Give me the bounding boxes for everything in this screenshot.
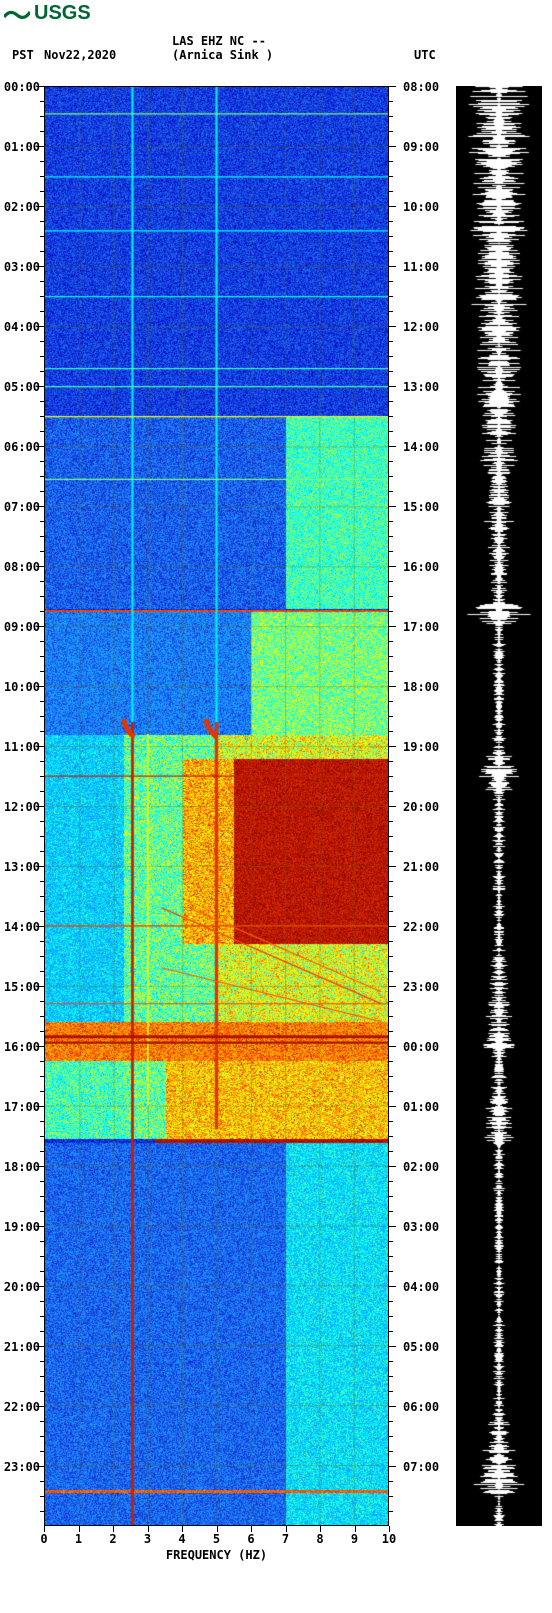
left-hour-label: 00:00	[0, 80, 40, 94]
header-date: Nov22,2020	[44, 48, 116, 62]
left-hour-label: 11:00	[0, 740, 40, 754]
left-hour-label: 14:00	[0, 920, 40, 934]
x-tick-label: 6	[243, 1532, 259, 1546]
right-hour-label: 18:00	[403, 680, 449, 694]
right-hour-label: 12:00	[403, 320, 449, 334]
x-tick-label: 1	[71, 1532, 87, 1546]
right-hour-label: 03:00	[403, 1220, 449, 1234]
right-timezone: UTC	[414, 48, 436, 62]
right-hour-label: 11:00	[403, 260, 449, 274]
right-hour-label: 05:00	[403, 1340, 449, 1354]
x-tick-label: 8	[312, 1532, 328, 1546]
left-hour-label: 18:00	[0, 1160, 40, 1174]
left-hour-label: 04:00	[0, 320, 40, 334]
x-axis-label: FREQUENCY (HZ)	[44, 1548, 389, 1562]
right-hour-label: 00:00	[403, 1040, 449, 1054]
left-hour-label: 01:00	[0, 140, 40, 154]
left-hour-label: 06:00	[0, 440, 40, 454]
left-hour-label: 05:00	[0, 380, 40, 394]
left-hour-label: 21:00	[0, 1340, 40, 1354]
x-tick-label: 5	[209, 1532, 225, 1546]
left-hour-label: 10:00	[0, 680, 40, 694]
left-hour-label: 09:00	[0, 620, 40, 634]
usgs-logo: USGS	[4, 2, 91, 25]
right-hour-label: 07:00	[403, 1460, 449, 1474]
x-tick-label: 9	[347, 1532, 363, 1546]
x-tick-label: 7	[278, 1532, 294, 1546]
x-tick-label: 10	[381, 1532, 397, 1546]
left-hour-label: 19:00	[0, 1220, 40, 1234]
right-hour-label: 21:00	[403, 860, 449, 874]
left-hour-label: 15:00	[0, 980, 40, 994]
spectrogram-frame	[44, 86, 389, 1526]
right-hour-label: 17:00	[403, 620, 449, 634]
left-hour-label: 22:00	[0, 1400, 40, 1414]
x-tick-label: 0	[36, 1532, 52, 1546]
right-hour-label: 14:00	[403, 440, 449, 454]
right-hour-label: 15:00	[403, 500, 449, 514]
left-hour-label: 13:00	[0, 860, 40, 874]
left-hour-label: 12:00	[0, 800, 40, 814]
left-timezone: PST	[12, 48, 34, 62]
right-hour-label: 10:00	[403, 200, 449, 214]
right-hour-label: 19:00	[403, 740, 449, 754]
station-channel: LAS EHZ NC --	[172, 34, 266, 48]
right-hour-label: 02:00	[403, 1160, 449, 1174]
right-hour-label: 06:00	[403, 1400, 449, 1414]
right-hour-label: 01:00	[403, 1100, 449, 1114]
left-hour-label: 16:00	[0, 1040, 40, 1054]
waveform-canvas	[456, 86, 542, 1526]
x-tick-label: 3	[140, 1532, 156, 1546]
right-hour-label: 04:00	[403, 1280, 449, 1294]
right-hour-label: 23:00	[403, 980, 449, 994]
x-tick-label: 2	[105, 1532, 121, 1546]
left-hour-label: 17:00	[0, 1100, 40, 1114]
left-hour-label: 03:00	[0, 260, 40, 274]
site-name: (Arnica Sink )	[172, 48, 273, 62]
waveform-panel	[456, 86, 542, 1526]
left-hour-label: 23:00	[0, 1460, 40, 1474]
left-hour-label: 20:00	[0, 1280, 40, 1294]
right-hour-label: 20:00	[403, 800, 449, 814]
right-hour-label: 08:00	[403, 80, 449, 94]
right-hour-label: 16:00	[403, 560, 449, 574]
spectrogram-canvas	[45, 87, 388, 1525]
right-hour-label: 09:00	[403, 140, 449, 154]
logo-text: USGS	[34, 2, 91, 25]
right-hour-label: 13:00	[403, 380, 449, 394]
left-hour-label: 07:00	[0, 500, 40, 514]
left-hour-label: 02:00	[0, 200, 40, 214]
x-tick-label: 4	[174, 1532, 190, 1546]
left-hour-label: 08:00	[0, 560, 40, 574]
right-hour-label: 22:00	[403, 920, 449, 934]
